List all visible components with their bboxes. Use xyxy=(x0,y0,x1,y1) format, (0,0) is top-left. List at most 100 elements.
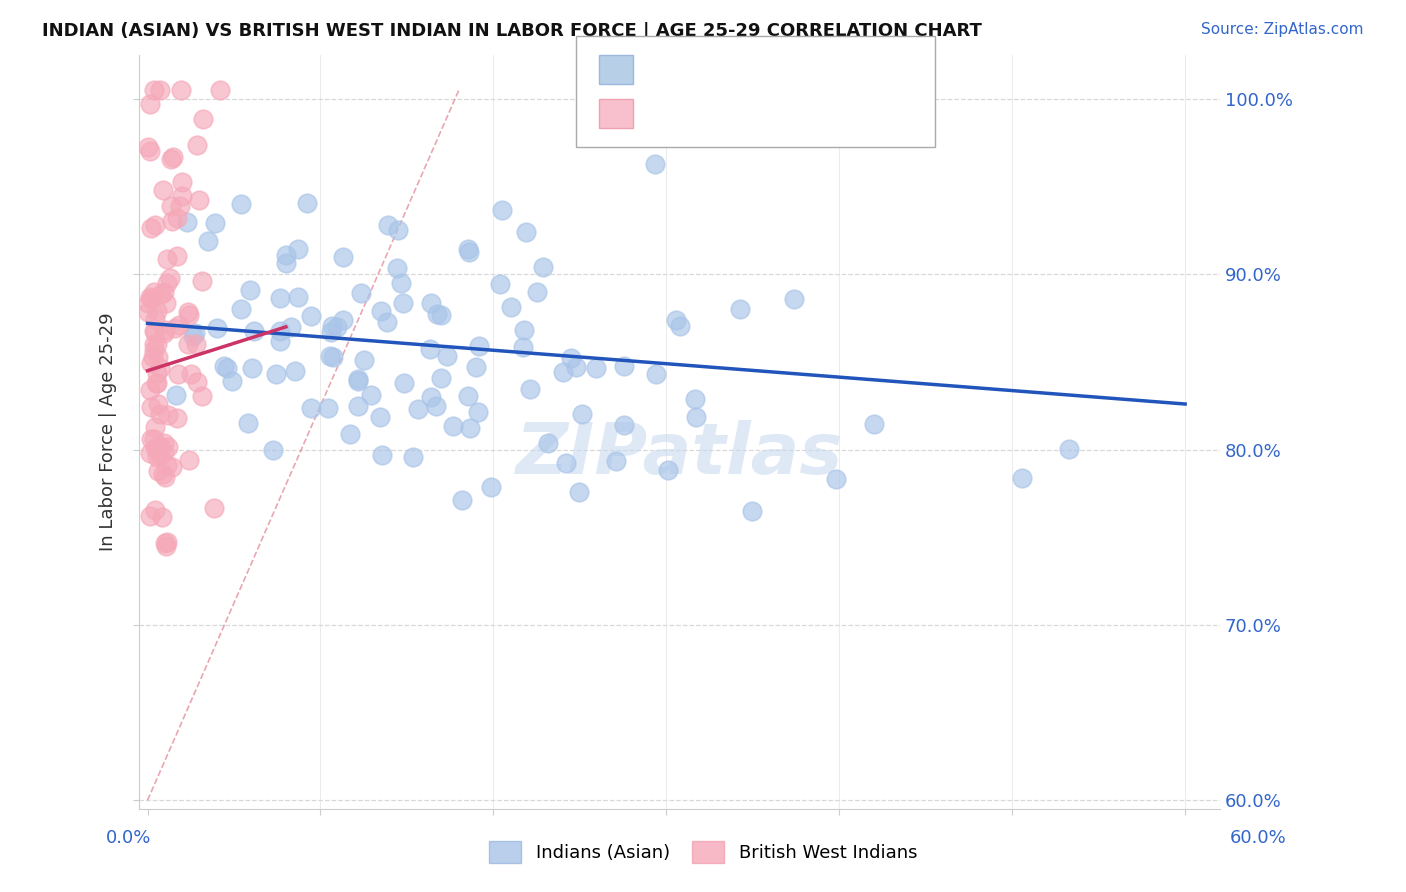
Point xyxy=(177,453,200,467)
Point xyxy=(392,296,415,310)
Point xyxy=(319,349,342,363)
Point xyxy=(515,226,537,240)
Point xyxy=(204,216,226,230)
Point xyxy=(350,285,373,300)
Point xyxy=(180,368,202,382)
Point xyxy=(269,334,291,349)
Point xyxy=(156,458,179,472)
Point xyxy=(240,361,263,376)
Point xyxy=(316,401,339,416)
Point xyxy=(139,292,162,306)
Point xyxy=(491,203,513,218)
Point xyxy=(537,435,560,450)
Point xyxy=(197,234,219,248)
Point xyxy=(146,376,169,391)
Y-axis label: In Labor Force | Age 25-29: In Labor Force | Age 25-29 xyxy=(100,313,117,551)
Point xyxy=(145,376,167,390)
Point xyxy=(136,296,159,310)
Point xyxy=(239,283,262,297)
Point xyxy=(149,448,172,462)
Point xyxy=(1057,442,1080,456)
Point xyxy=(499,300,522,314)
Point xyxy=(215,360,238,375)
Point xyxy=(468,339,491,353)
Point xyxy=(146,450,169,464)
Point xyxy=(280,319,302,334)
Point xyxy=(387,223,409,237)
Point xyxy=(467,405,489,419)
Point xyxy=(142,285,165,299)
Point xyxy=(142,325,165,339)
Point xyxy=(605,453,627,467)
Point xyxy=(143,218,166,232)
Point xyxy=(136,305,159,319)
Point xyxy=(269,291,291,305)
Point xyxy=(169,318,191,332)
Point xyxy=(156,252,179,266)
Text: INDIAN (ASIAN) VS BRITISH WEST INDIAN IN LABOR FORCE | AGE 25-29 CORRELATION CHA: INDIAN (ASIAN) VS BRITISH WEST INDIAN IN… xyxy=(42,22,981,40)
Point xyxy=(156,535,179,549)
Point xyxy=(139,383,162,397)
Point xyxy=(863,417,886,431)
Point xyxy=(156,276,179,290)
Text: R = -0.204   N = 109: R = -0.204 N = 109 xyxy=(640,61,858,78)
Point xyxy=(160,214,183,228)
Point xyxy=(149,360,172,375)
Point xyxy=(169,199,191,213)
Point xyxy=(430,370,453,384)
Point xyxy=(186,375,208,389)
Point xyxy=(451,492,474,507)
Point xyxy=(152,183,174,197)
Point xyxy=(299,309,322,323)
Point xyxy=(209,83,232,97)
Point xyxy=(146,397,169,411)
Point xyxy=(479,480,502,494)
Point xyxy=(181,329,204,343)
Point xyxy=(172,189,194,203)
Point xyxy=(243,324,266,338)
Point xyxy=(264,368,287,382)
Point xyxy=(146,337,169,351)
Point xyxy=(644,367,666,381)
Point xyxy=(166,410,188,425)
Point xyxy=(319,325,342,339)
Point xyxy=(231,301,253,316)
Point xyxy=(347,399,370,413)
Point xyxy=(683,392,706,406)
Point xyxy=(571,407,593,421)
Point xyxy=(191,274,214,288)
Point xyxy=(325,319,347,334)
Point xyxy=(149,286,172,301)
Point xyxy=(139,290,162,304)
Point xyxy=(464,360,486,375)
Point xyxy=(146,303,169,318)
Point xyxy=(186,138,208,153)
Point xyxy=(339,426,361,441)
Point xyxy=(426,307,449,321)
Point xyxy=(665,313,688,327)
Point xyxy=(142,83,165,97)
Point xyxy=(204,500,226,515)
Point xyxy=(176,336,198,351)
Point xyxy=(441,419,464,434)
Point xyxy=(346,372,368,386)
Point xyxy=(613,359,636,374)
Point xyxy=(155,296,177,310)
Point xyxy=(153,469,176,483)
Point xyxy=(425,400,447,414)
Point xyxy=(139,220,162,235)
Point xyxy=(377,315,399,329)
Point xyxy=(142,350,165,364)
Point xyxy=(436,349,458,363)
Point xyxy=(551,365,574,379)
Point xyxy=(186,337,208,351)
Point xyxy=(139,401,162,415)
Point xyxy=(184,326,207,340)
Point xyxy=(160,459,183,474)
Point xyxy=(170,175,193,189)
Point xyxy=(149,439,172,453)
Point xyxy=(685,410,707,425)
Point xyxy=(346,374,368,388)
Point xyxy=(555,456,578,470)
Text: ZIPatlas: ZIPatlas xyxy=(516,420,844,489)
